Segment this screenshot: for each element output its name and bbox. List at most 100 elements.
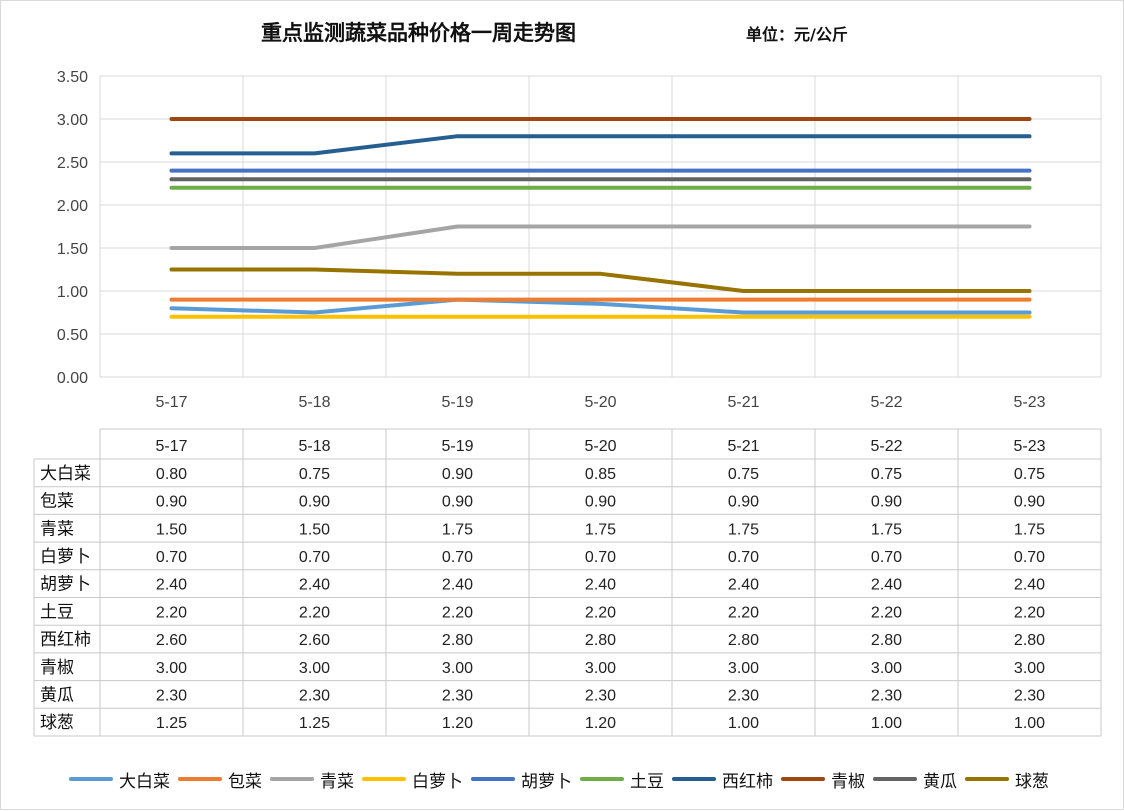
table-row-label: 土豆 <box>40 602 74 622</box>
legend-label: 大白菜 <box>119 771 170 792</box>
y-tick-label: 2.50 <box>57 155 88 172</box>
legend-swatch <box>965 777 1009 781</box>
x-tick-label: 5-19 <box>441 394 473 411</box>
legend-label: 白萝卜 <box>412 771 463 792</box>
series-line-大白菜 <box>169 297 1032 315</box>
table-cell: 2.30 <box>299 687 330 704</box>
legend-swatch <box>781 777 825 781</box>
table-cell: 1.00 <box>728 715 759 732</box>
table-cell: 3.00 <box>299 660 330 677</box>
table-cell: 0.75 <box>1014 466 1045 483</box>
table-cell: 0.90 <box>728 494 759 511</box>
table-header-cell: 5-22 <box>870 438 902 455</box>
table-cell: 0.70 <box>299 549 330 566</box>
x-tick-label: 5-17 <box>155 394 187 411</box>
legend-swatch <box>873 777 917 781</box>
legend-item: 青菜 <box>270 767 354 792</box>
table-cell: 3.00 <box>156 660 187 677</box>
y-tick-label: 3.00 <box>57 112 88 129</box>
table-cell: 1.75 <box>1014 521 1045 538</box>
table-cell: 2.20 <box>156 604 187 621</box>
table-cell: 2.40 <box>728 577 759 594</box>
table-cell: 1.50 <box>156 521 187 538</box>
legend-label: 青椒 <box>831 771 865 792</box>
table-cell: 0.90 <box>299 494 330 511</box>
y-tick-label: 1.00 <box>57 284 88 301</box>
table-cell: 2.40 <box>1014 577 1045 594</box>
table-cell: 2.20 <box>299 604 330 621</box>
table-cell: 1.75 <box>585 521 616 538</box>
table-cell: 2.80 <box>585 632 616 649</box>
table-cell: 0.90 <box>156 494 187 511</box>
table-cell: 0.70 <box>442 549 473 566</box>
unit-label: 单位：元/公斤 <box>746 25 848 44</box>
table-cell: 0.70 <box>1014 549 1045 566</box>
table-cell: 1.25 <box>299 715 330 732</box>
x-tick-label: 5-22 <box>870 394 902 411</box>
y-tick-label: 0.00 <box>57 370 88 387</box>
table-cell: 1.75 <box>442 521 473 538</box>
table-cell: 1.75 <box>871 521 902 538</box>
y-tick-label: 2.00 <box>57 198 88 215</box>
table-cell: 2.30 <box>728 687 759 704</box>
table-cell: 2.60 <box>299 632 330 649</box>
legend-label: 黄瓜 <box>923 771 957 792</box>
legend-label: 胡萝卜 <box>521 771 572 792</box>
table-header-cell: 5-18 <box>298 438 330 455</box>
chart-legend: 大白菜 包菜 青菜 白萝卜 胡萝卜 土豆 西红柿 青椒 黄瓜 球葱 <box>69 765 1057 793</box>
table-cell: 3.00 <box>442 660 473 677</box>
legend-swatch <box>69 777 113 781</box>
legend-item: 白萝卜 <box>362 767 463 792</box>
legend-swatch <box>362 777 406 781</box>
table-cell: 0.90 <box>442 466 473 483</box>
legend-item: 黄瓜 <box>873 767 957 792</box>
table-cell: 2.20 <box>442 604 473 621</box>
table-cell: 1.20 <box>442 715 473 732</box>
legend-swatch <box>672 777 716 781</box>
table-cell: 0.70 <box>728 549 759 566</box>
legend-label: 球葱 <box>1015 771 1049 792</box>
table-cell: 2.40 <box>156 577 187 594</box>
table-cell: 0.90 <box>1014 494 1045 511</box>
table-header-cell: 5-17 <box>155 438 187 455</box>
table-header-cell: 5-19 <box>441 438 473 455</box>
table-row-label: 大白菜 <box>40 464 91 484</box>
legend-label: 包菜 <box>228 771 262 792</box>
legend-swatch <box>471 777 515 781</box>
table-cell: 1.25 <box>156 715 187 732</box>
legend-item: 包菜 <box>178 767 262 792</box>
table-cell: 2.60 <box>156 632 187 649</box>
table-cell: 2.40 <box>442 577 473 594</box>
table-cell: 0.90 <box>871 494 902 511</box>
table-row-label: 包菜 <box>40 492 74 512</box>
legend-label: 青菜 <box>320 771 354 792</box>
table-cell: 2.30 <box>442 687 473 704</box>
table-row-label: 黄瓜 <box>40 685 74 705</box>
table-cell: 2.20 <box>585 604 616 621</box>
table-cell: 0.80 <box>156 466 187 483</box>
x-tick-label: 5-18 <box>298 394 330 411</box>
legend-swatch <box>178 777 222 781</box>
legend-item: 土豆 <box>580 767 664 792</box>
table-cell: 1.50 <box>299 521 330 538</box>
series-line-青菜 <box>169 224 1032 250</box>
legend-item: 西红柿 <box>672 767 773 792</box>
legend-item: 球葱 <box>965 767 1049 792</box>
table-cell: 2.80 <box>871 632 902 649</box>
table-cell: 2.20 <box>728 604 759 621</box>
table-cell: 3.00 <box>728 660 759 677</box>
table-cell: 2.20 <box>871 604 902 621</box>
table-row-label: 白萝卜 <box>40 547 91 567</box>
legend-item: 大白菜 <box>69 767 170 792</box>
x-tick-label: 5-20 <box>584 394 616 411</box>
table-cell: 2.80 <box>1014 632 1045 649</box>
table-cell: 2.30 <box>156 687 187 704</box>
table-cell: 2.30 <box>585 687 616 704</box>
table-cell: 1.00 <box>1014 715 1045 732</box>
table-cell: 2.40 <box>871 577 902 594</box>
table-cell: 2.30 <box>871 687 902 704</box>
table-cell: 3.00 <box>871 660 902 677</box>
y-tick-label: 3.50 <box>57 69 88 86</box>
legend-swatch <box>580 777 624 781</box>
